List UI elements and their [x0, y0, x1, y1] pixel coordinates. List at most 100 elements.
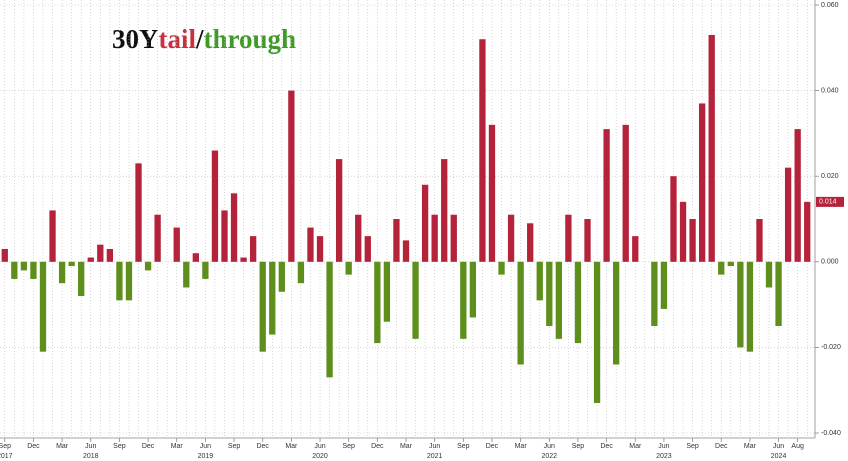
- bar: [383, 261, 391, 322]
- bar: [39, 261, 47, 352]
- bar: [316, 236, 324, 262]
- y-tick-label: 0.040: [821, 87, 839, 94]
- x-year-label: 2022: [542, 453, 558, 460]
- bar: [727, 261, 734, 267]
- y-tick-label: 0.060: [821, 2, 839, 9]
- x-year-label: 2021: [427, 453, 443, 460]
- bar: [555, 261, 562, 339]
- bar: [97, 244, 104, 262]
- bar: [269, 261, 276, 335]
- bar: [794, 129, 801, 262]
- x-year-label: 2019: [198, 453, 214, 460]
- x-tick-label: Dec: [142, 443, 155, 450]
- y-tick-label: 0.000: [821, 259, 839, 266]
- x-tick-label: Sep: [457, 443, 470, 450]
- bar: [718, 261, 725, 275]
- x-tick-label: Jun: [773, 443, 784, 450]
- bar: [441, 159, 448, 262]
- bar: [230, 193, 238, 262]
- x-tick-label: Mar: [515, 443, 528, 450]
- bar: [58, 261, 66, 284]
- bar: [804, 201, 811, 262]
- bar: [431, 214, 438, 262]
- bar: [689, 219, 696, 262]
- bar: [660, 261, 668, 309]
- bar: [278, 261, 285, 292]
- bar: [211, 150, 219, 262]
- bar: [335, 159, 343, 262]
- x-tick-label: Dec: [486, 443, 499, 450]
- x-tick-label: Dec: [256, 443, 269, 450]
- x-tick-label: Aug: [791, 443, 804, 450]
- bar: [87, 257, 94, 262]
- bar: [698, 103, 706, 262]
- bar: [374, 261, 381, 344]
- bar: [393, 219, 400, 262]
- x-year-label: 2024: [771, 453, 787, 460]
- bar: [49, 210, 56, 262]
- bar: [173, 227, 180, 262]
- bar: [565, 214, 572, 262]
- x-tick-label: Jun: [429, 443, 440, 450]
- title-part: /: [195, 24, 204, 54]
- x-tick-label: Mar: [285, 443, 298, 450]
- bar: [756, 219, 763, 262]
- bar: [584, 219, 591, 262]
- bar: [106, 248, 114, 262]
- bar: [240, 257, 247, 262]
- bar: [536, 261, 543, 301]
- x-tick-label: Jun: [658, 443, 669, 450]
- x-tick-label: Sep: [113, 443, 126, 450]
- bar: [603, 129, 610, 262]
- x-year-label: 2018: [83, 453, 99, 460]
- bar: [737, 261, 744, 348]
- bar: [135, 163, 142, 262]
- bar: [507, 214, 515, 262]
- x-year-label: 2017: [0, 453, 13, 460]
- bar: [469, 261, 477, 318]
- bar: [125, 261, 133, 301]
- x-tick-label: Jun: [85, 443, 96, 450]
- bar: [479, 39, 486, 262]
- x-tick-label: Mar: [56, 443, 69, 450]
- bar: [450, 214, 457, 262]
- bar: [68, 261, 75, 267]
- x-tick-label: Sep: [572, 443, 585, 450]
- bar: [250, 236, 257, 262]
- bar: [221, 210, 228, 262]
- x-tick-label: Mar: [400, 443, 413, 450]
- x-tick-label: Mar: [629, 443, 642, 450]
- bar: [402, 240, 410, 262]
- bar: [527, 223, 534, 262]
- y-tick-label: -0.040: [821, 430, 841, 437]
- x-tick-label: Mar: [171, 443, 184, 450]
- bar: [708, 34, 715, 262]
- bar: [775, 261, 782, 326]
- bar: [183, 261, 190, 288]
- bar: [1, 248, 8, 262]
- last-value-label: 0.014: [819, 199, 837, 206]
- bar: [307, 227, 314, 262]
- bar: [498, 261, 505, 275]
- bar: [679, 201, 687, 262]
- bar: [364, 236, 371, 262]
- bar: [488, 124, 496, 262]
- chart-title: 30Ytail/through: [112, 24, 296, 54]
- x-tick-label: Dec: [371, 443, 384, 450]
- bar: [546, 261, 553, 326]
- bar: [651, 261, 658, 326]
- x-tick-label: Mar: [744, 443, 757, 450]
- bar: [632, 236, 639, 262]
- y-tick-label: -0.020: [821, 344, 841, 351]
- bar: [345, 261, 352, 275]
- bar: [517, 261, 524, 365]
- x-tick-label: Jun: [314, 443, 325, 450]
- x-year-label: 2020: [312, 453, 328, 460]
- bar: [11, 261, 18, 279]
- x-tick-label: Sep: [0, 443, 11, 450]
- bar: [765, 261, 773, 288]
- bar: [746, 261, 754, 352]
- bar: [355, 214, 362, 262]
- bar: [622, 124, 629, 262]
